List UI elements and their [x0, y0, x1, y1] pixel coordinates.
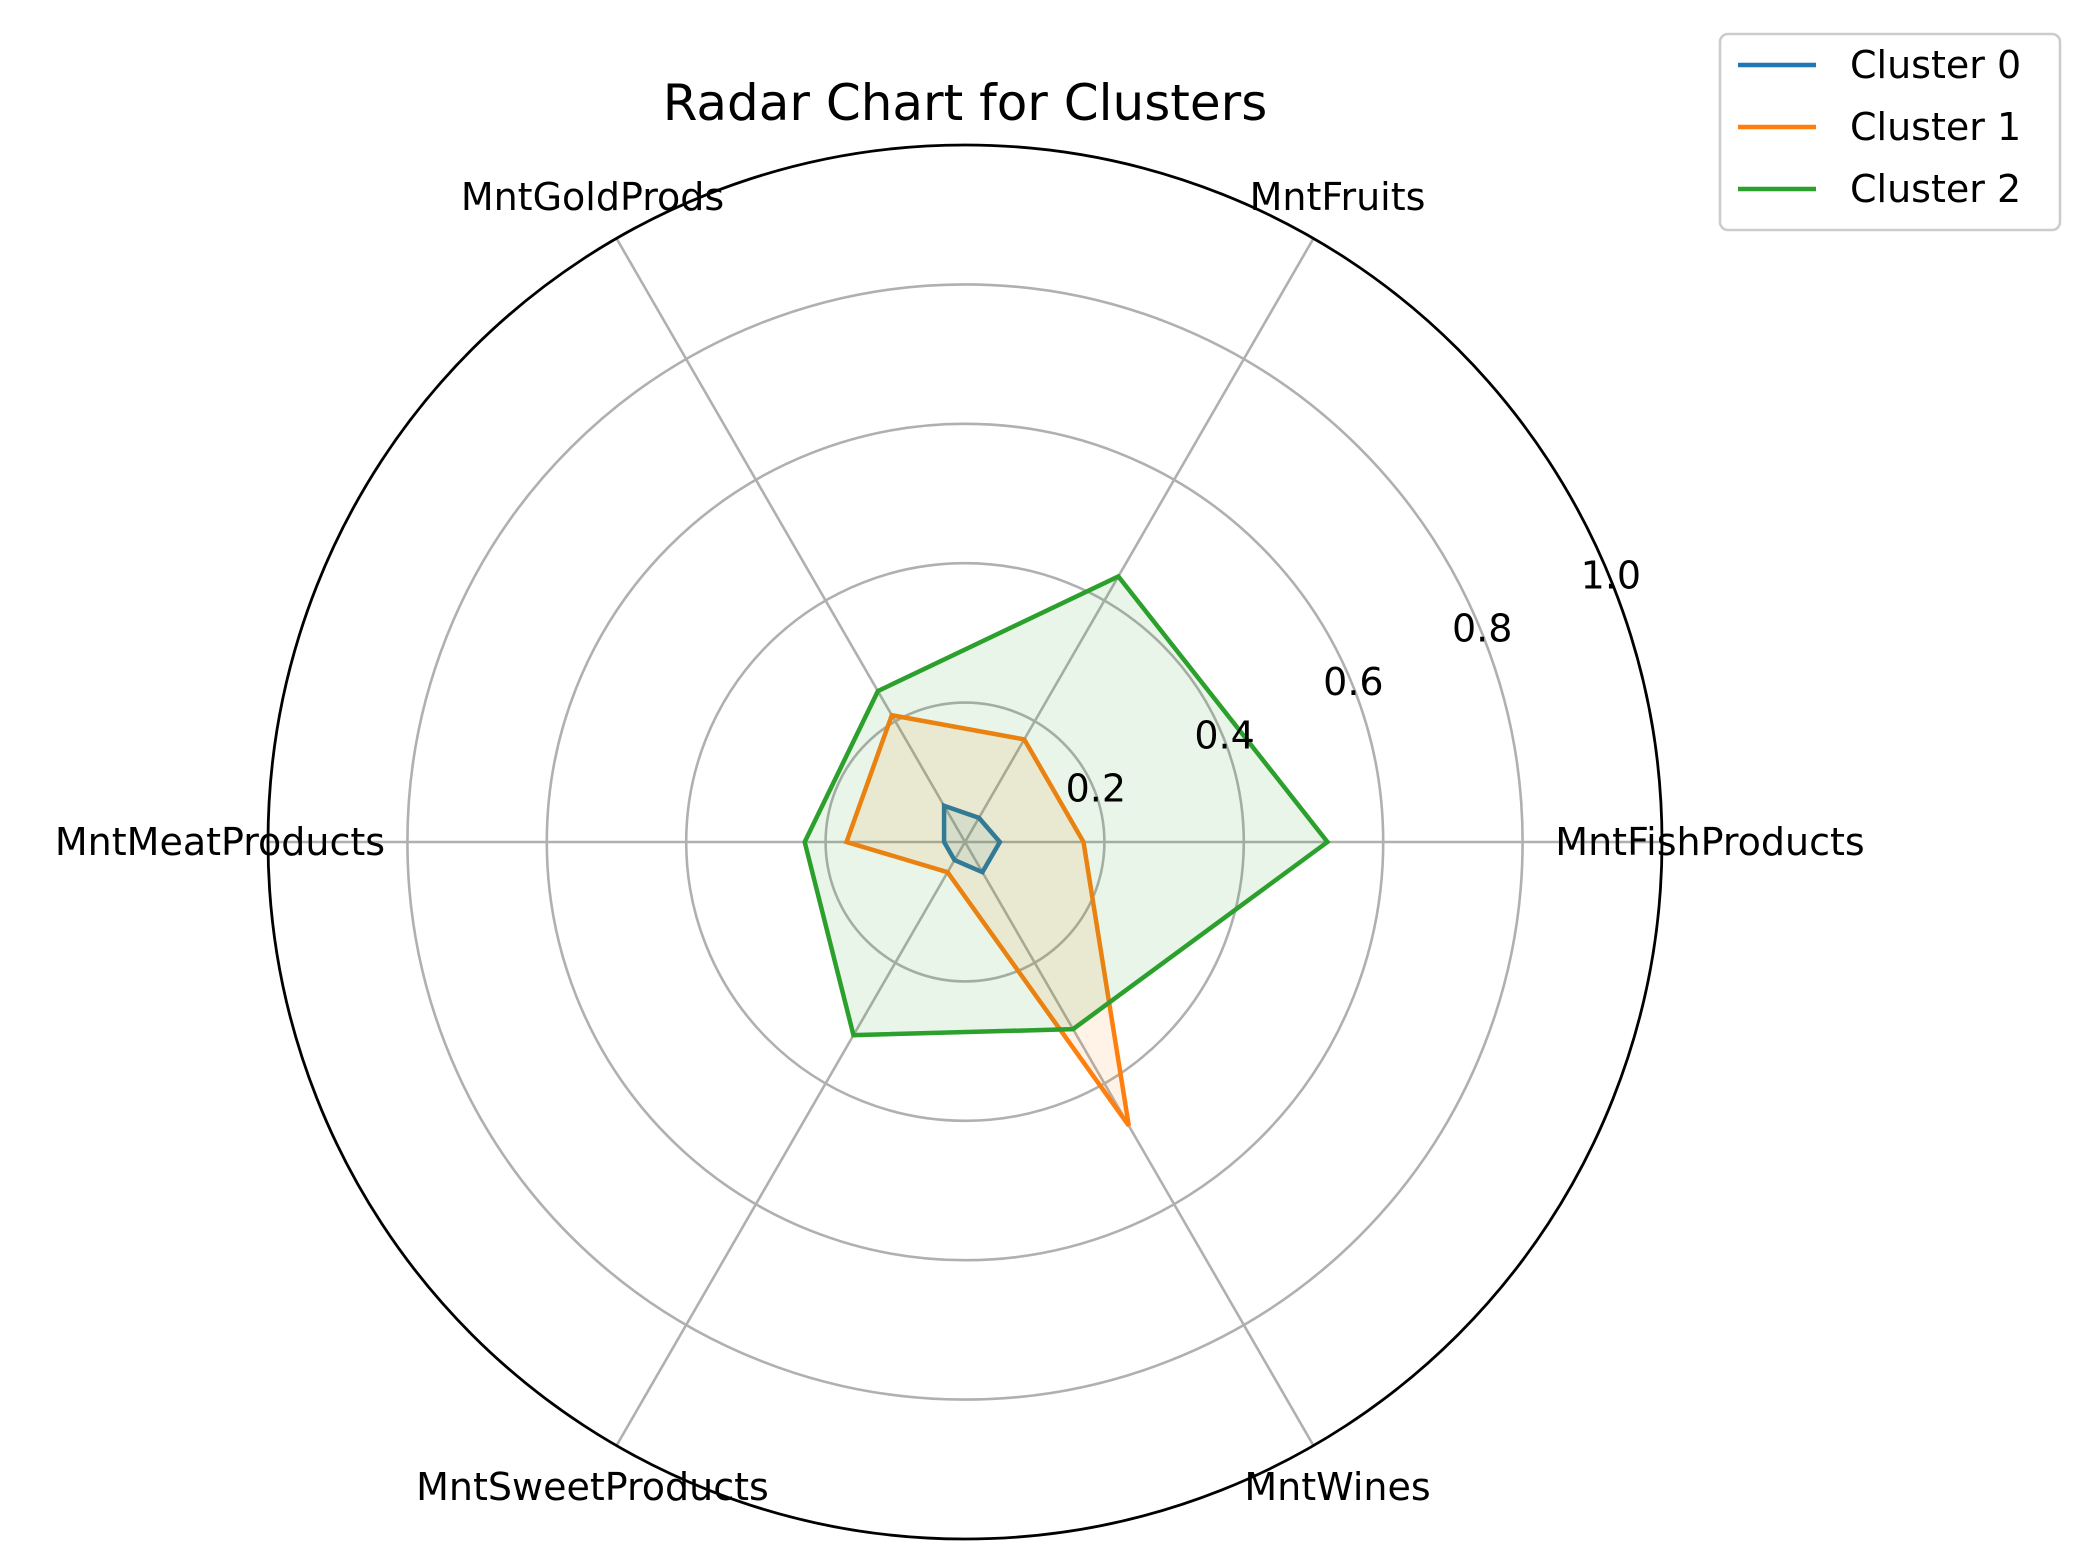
- legend: Cluster 0 Cluster 1 Cluster 2: [1718, 32, 2062, 232]
- series-line-cluster-1: [843, 712, 1132, 1128]
- radial-tick-label: 0.8: [1452, 607, 1512, 651]
- axis-label-mntsweetproducts: MntSweetProducts: [416, 1465, 769, 1509]
- axis-label-mntwines: MntWines: [1244, 1465, 1430, 1509]
- legend-label-cluster-2: Cluster 2: [1850, 167, 2021, 211]
- legend-label-cluster-0: Cluster 0: [1850, 43, 2021, 87]
- axis-label-mntfishproducts: MntFishProducts: [1555, 820, 1864, 864]
- legend-frame: [1718, 32, 2062, 232]
- series-fill-cluster-2: [804, 576, 1328, 1036]
- spoke-line: [963, 841, 1315, 1447]
- spoke-line: [615, 841, 967, 1447]
- radial-tick-label: 1.0: [1581, 553, 1641, 597]
- polar-frame: [266, 143, 1664, 1541]
- axis-labels: MntFishProducts MntFruits MntGoldProds MntM…: [55, 175, 1865, 1509]
- spoke-line: [615, 237, 967, 843]
- legend-label-cluster-1: Cluster 1: [1850, 105, 2021, 149]
- series-fill-cluster-1: [846, 715, 1129, 1126]
- series-line-cluster-0: [941, 802, 1003, 876]
- series-fill-cluster-0: [944, 805, 1000, 873]
- chart-title: Radar Chart for Clusters: [663, 74, 1268, 132]
- axis-label-mntfruits: MntFruits: [1250, 175, 1426, 219]
- radial-tick-label: 0.6: [1323, 660, 1383, 704]
- radial-tick-label: 0.2: [1066, 767, 1126, 811]
- series-layer: [802, 573, 1331, 1128]
- series-line-cluster-2: [802, 573, 1331, 1038]
- axis-label-mntmeatproducts: MntMeatProducts: [55, 820, 385, 864]
- axis-label-mntgoldprods: MntGoldProds: [461, 175, 724, 219]
- radial-tick-labels: 0.2 0.4 0.6 0.8 1.0: [1066, 553, 1642, 810]
- radial-tick-label: 0.4: [1194, 713, 1254, 757]
